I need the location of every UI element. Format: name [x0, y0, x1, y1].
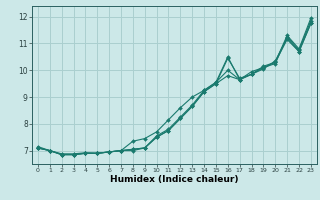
X-axis label: Humidex (Indice chaleur): Humidex (Indice chaleur): [110, 175, 239, 184]
